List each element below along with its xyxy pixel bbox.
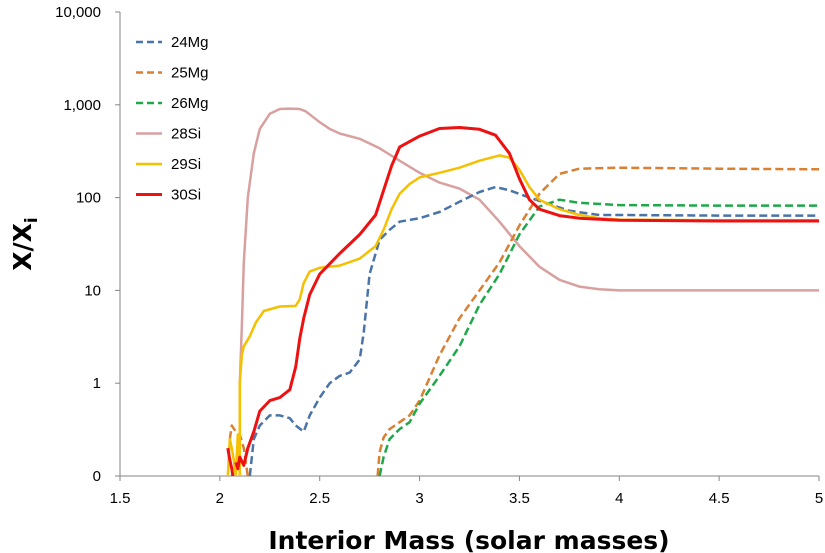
- x-axis-title: Interior Mass (solar masses): [268, 526, 669, 553]
- y-tick-label: 0: [93, 468, 101, 485]
- y-axis-title-sub: i: [22, 217, 42, 223]
- y-tick-label: 10,000: [55, 4, 101, 21]
- series-line-25mg: [228, 166, 819, 476]
- series-line-29si: [226, 154, 819, 476]
- x-tick-label: 5: [815, 490, 823, 507]
- y-tick-label: 1,000: [63, 97, 101, 114]
- x-tick-label: 2.5: [309, 490, 330, 507]
- y-axis-title: X/Xi: [8, 217, 42, 271]
- x-tick-label: 3: [415, 490, 423, 507]
- series-line-30si: [226, 126, 819, 476]
- series-line-24mg: [248, 185, 819, 476]
- legend-label-25mg: 25Mg: [171, 65, 209, 82]
- series-layer: [226, 107, 819, 476]
- legend-label-26mg: 26Mg: [171, 95, 209, 112]
- x-tick-label: 1.5: [110, 490, 131, 507]
- y-tick-label: 1: [93, 375, 101, 392]
- y-axis-title-main: X/X: [8, 223, 37, 271]
- x-tick-label: 4: [615, 490, 623, 507]
- axes: [115, 11, 820, 481]
- x-tick-label: 2: [216, 490, 224, 507]
- series-line-26mg: [378, 198, 819, 476]
- legend: 24Mg 25Mg 26Mg 28Si 29Si 30Si: [136, 34, 209, 204]
- y-tick-label: 100: [76, 190, 101, 207]
- x-tick-label: 3.5: [509, 490, 530, 507]
- legend-label-29si: 29Si: [171, 156, 201, 173]
- legend-label-30si: 30Si: [171, 187, 201, 204]
- tick-labels: 0 1 10 100 1,000 10,000 1.5 2 2.5 3 3.5 4 4.5 5: [55, 4, 823, 507]
- series-line-28si: [238, 107, 819, 476]
- x-tick-label: 4.5: [709, 490, 730, 507]
- legend-label-24mg: 24Mg: [171, 34, 209, 51]
- y-tick-label: 10: [84, 282, 101, 299]
- legend-label-28si: 28Si: [171, 126, 201, 143]
